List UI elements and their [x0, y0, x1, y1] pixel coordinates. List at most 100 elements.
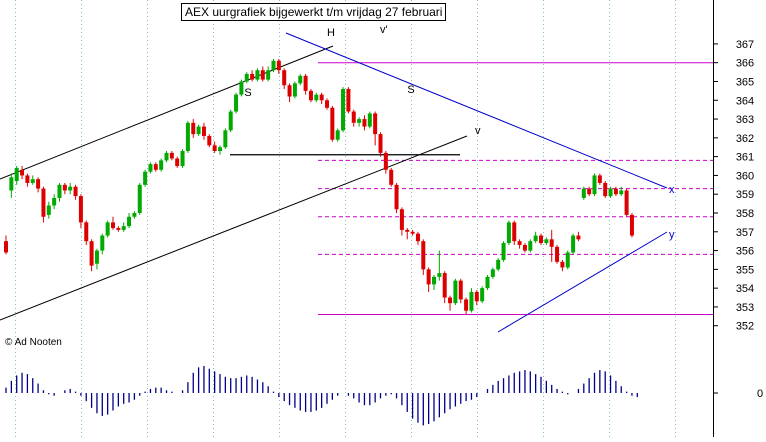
- candle-down-body: [212, 145, 217, 151]
- candle-up-body: [52, 197, 57, 206]
- trend-line-label: x: [669, 184, 675, 196]
- y-tick-label: 365: [736, 76, 754, 88]
- candle-down-body: [421, 241, 426, 270]
- candle-down-body: [389, 169, 394, 185]
- candle-up-body: [127, 216, 132, 227]
- trend-line-label: v': [380, 24, 388, 36]
- candle-down-body: [426, 269, 431, 285]
- candle-up-body: [132, 213, 137, 217]
- candle-up-body: [180, 151, 185, 167]
- candle-down-body: [325, 100, 329, 108]
- candle-down-body: [560, 261, 565, 268]
- candle-down-body: [464, 299, 469, 311]
- candle-up-body: [105, 222, 110, 236]
- candle-up-body: [298, 75, 303, 84]
- candle-up-body: [68, 186, 73, 191]
- y-tick-label: 361: [736, 152, 754, 164]
- candle-down-body: [303, 75, 308, 91]
- candle-down-body: [191, 122, 196, 135]
- candle-down-body: [405, 229, 410, 232]
- candle-up-body: [137, 184, 142, 213]
- candle-up-body: [341, 89, 346, 131]
- candle-down-body: [89, 241, 94, 266]
- candle-up-body: [14, 167, 19, 182]
- y-tick-label: 353: [736, 302, 754, 314]
- candle-up-body: [485, 276, 490, 289]
- candle-up-body: [218, 147, 222, 151]
- candle-up-body: [239, 81, 244, 95]
- candle-up-body: [357, 119, 362, 123]
- candle-down-body: [175, 158, 180, 167]
- candle-up-body: [271, 60, 276, 71]
- candle-down-body: [613, 188, 618, 195]
- candle-down-body: [351, 111, 356, 123]
- pattern-label: S: [407, 84, 414, 96]
- candle-down-body: [201, 126, 206, 136]
- candle-up-body: [367, 113, 372, 127]
- y-tick-label: 356: [736, 246, 754, 258]
- uptrend-line-y: [497, 231, 668, 333]
- candle-down-body: [458, 280, 463, 300]
- candle-down-body: [330, 107, 335, 140]
- y-tick-label: 355: [736, 264, 754, 276]
- channel-lower-line: [0, 135, 468, 321]
- candle-down-body: [116, 228, 121, 230]
- candle-up-body: [437, 273, 442, 277]
- candle-up-body: [565, 252, 570, 268]
- candle-down-body: [517, 241, 522, 245]
- candle-down-body: [555, 246, 560, 262]
- candle-down-body: [207, 135, 212, 146]
- candle-down-body: [308, 90, 313, 101]
- candle-up-body: [453, 280, 458, 304]
- candle-up-body: [506, 222, 511, 244]
- candle-down-body: [84, 222, 89, 242]
- candle-down-body: [282, 70, 287, 86]
- candle-down-body: [25, 175, 30, 183]
- candle-up-body: [164, 152, 169, 161]
- candle-down-body: [78, 196, 83, 223]
- candle-down-body: [394, 184, 399, 210]
- candle-up-body: [544, 239, 549, 244]
- candle-down-body: [629, 214, 634, 236]
- candle-up-body: [619, 190, 624, 195]
- candle-up-body: [143, 171, 148, 185]
- y-tick-label: 363: [736, 114, 754, 126]
- candle-up-body: [480, 288, 485, 302]
- candle-down-body: [111, 222, 115, 229]
- candle-up-body: [496, 259, 501, 270]
- chart-title: AEX uurgrafiek bijgewerkt t/m vrijdag 27…: [181, 3, 447, 21]
- candle-up-body: [57, 184, 62, 198]
- candle-down-body: [41, 188, 46, 217]
- y-tick-label: 366: [736, 58, 754, 70]
- candle-down-body: [276, 60, 281, 71]
- y-tick-label: 360: [736, 170, 754, 182]
- candle-down-body: [250, 73, 255, 80]
- candle-down-body: [603, 182, 608, 197]
- y-tick-label: 367: [736, 39, 754, 51]
- trend-line-label: y: [669, 229, 675, 241]
- y-tick-label: 358: [736, 208, 754, 220]
- y-tick-label: 352: [736, 321, 754, 333]
- candle-down-body: [522, 244, 527, 251]
- candle-up-body: [528, 241, 533, 251]
- candle-up-body: [234, 94, 239, 112]
- y-tick-label: 359: [736, 189, 754, 201]
- candle-up-body: [335, 130, 340, 140]
- candle-up-body: [94, 250, 99, 264]
- candle-up-body: [432, 276, 436, 285]
- candle-up-body: [490, 269, 495, 277]
- candle-down-body: [383, 152, 388, 170]
- candle-up-body: [533, 235, 538, 242]
- candle-up-body: [581, 188, 586, 198]
- candle-up-body: [228, 111, 233, 131]
- candle-up-body: [46, 205, 51, 215]
- candle-down-body: [346, 89, 351, 112]
- candle-down-body: [169, 152, 174, 159]
- pattern-label: S: [244, 87, 251, 99]
- candle-down-body: [319, 94, 324, 101]
- candle-down-body: [415, 233, 420, 242]
- y-tick-label: 364: [736, 95, 754, 107]
- candle-up-body: [244, 73, 249, 82]
